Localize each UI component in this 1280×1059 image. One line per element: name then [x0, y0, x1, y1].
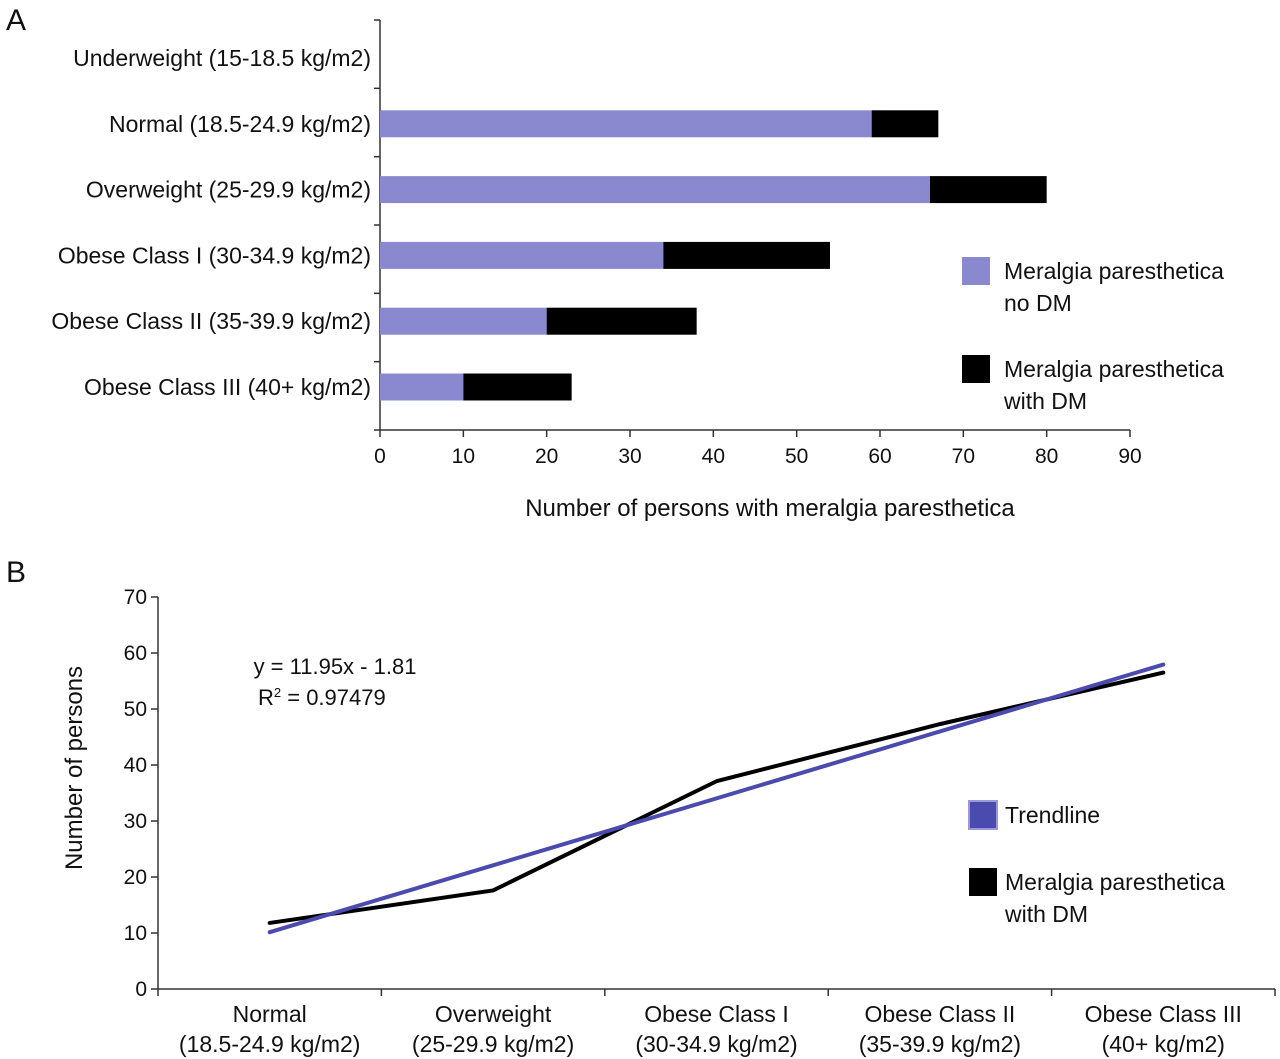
bar-with-dm: [546, 307, 697, 335]
category-label: Overweight (25-29.9 kg/m2): [86, 177, 371, 203]
x-category-label: (18.5-24.9 kg/m2): [179, 1031, 361, 1057]
legend-label: Trendline: [1005, 802, 1100, 828]
x-tick-label: 90: [1118, 445, 1141, 468]
chart-b: 0 10 20 30 40 50 60 70 Normal (18.5-24.9 kg/m2) Ov…: [61, 586, 1276, 1057]
x-category-label: Obese Class I: [644, 1001, 788, 1027]
legend-label: Meralgia paresthetica: [1004, 356, 1224, 382]
x-category-label: Normal: [233, 1001, 307, 1027]
x-category-label: (35-39.9 kg/m2): [859, 1031, 1021, 1057]
y-tick-label: 40: [124, 754, 147, 777]
category-label: Underweight (15-18.5 kg/m2): [73, 45, 371, 71]
legend-label: with DM: [1004, 901, 1088, 927]
x-axis-title: Number of persons with meralgia paresthe…: [525, 495, 1015, 522]
bar-with-dm: [871, 110, 939, 138]
panel-b-letter: B: [6, 556, 26, 589]
legend-label: Meralgia paresthetica: [1005, 869, 1225, 895]
x-category-label: Overweight: [435, 1001, 552, 1027]
panel-a-letter: A: [6, 4, 26, 37]
x-tick-label: 10: [452, 445, 475, 468]
y-tick-label: 30: [124, 810, 147, 833]
x-tick-label: 30: [618, 445, 641, 468]
x-category-label: Obese Class II: [864, 1001, 1015, 1027]
trend-equation: y = 11.95x - 1.81: [254, 654, 417, 679]
y-tick-label: 10: [124, 922, 147, 945]
x-category-label: (30-34.9 kg/m2): [635, 1031, 797, 1057]
x-tick-label: 80: [1035, 445, 1058, 468]
bar-with-dm: [930, 176, 1047, 204]
y-tick-label: 20: [124, 866, 147, 889]
x-tick-label: 60: [868, 445, 891, 468]
legend-label: Meralgia paresthetica: [1004, 258, 1224, 284]
legend-label: with DM: [1003, 388, 1087, 414]
legend-swatch-with-dm: [962, 355, 990, 383]
category-label: Obese Class II (35-39.9 kg/m2): [51, 308, 371, 334]
legend-swatch-with-dm: [969, 868, 997, 896]
legend-swatch-no-dm: [962, 257, 990, 285]
x-tick-label: 70: [952, 445, 975, 468]
bar-with-dm: [463, 373, 572, 401]
y-tick-label: 70: [124, 586, 147, 609]
x-tick-label: 20: [535, 445, 558, 468]
legend-swatch-trendline: [968, 800, 998, 830]
bar-no-dm: [380, 373, 464, 401]
x-tick-label: 0: [374, 445, 386, 468]
y-tick-label: 60: [124, 642, 147, 665]
bar-no-dm: [380, 307, 547, 335]
x-category-label: (25-29.9 kg/m2): [412, 1031, 574, 1057]
y-tick-label: 50: [124, 698, 147, 721]
x-category-label: Obese Class III: [1085, 1001, 1242, 1027]
r-squared: R2 = 0.97479: [258, 685, 386, 710]
bar-with-dm: [663, 241, 830, 269]
category-label: Normal (18.5-24.9 kg/m2): [109, 111, 371, 137]
x-tick-label: 40: [702, 445, 725, 468]
category-label: Obese Class III (40+ kg/m2): [84, 374, 371, 400]
chart-a: Underweight (15-18.5 kg/m2) Normal (18.5-…: [51, 19, 1224, 522]
legend-label: no DM: [1004, 290, 1072, 316]
trendline: [267, 662, 1166, 935]
bar-no-dm: [380, 241, 664, 269]
x-category-label: (40+ kg/m2): [1102, 1031, 1225, 1057]
series-line-with-dm: [267, 670, 1166, 925]
bar-no-dm: [380, 176, 930, 204]
y-tick-label: 0: [135, 978, 147, 1001]
category-label: Obese Class I (30-34.9 kg/m2): [58, 242, 371, 268]
bar-no-dm: [380, 110, 872, 138]
y-axis-title: Number of persons: [61, 666, 88, 870]
x-tick-label: 50: [785, 445, 808, 468]
